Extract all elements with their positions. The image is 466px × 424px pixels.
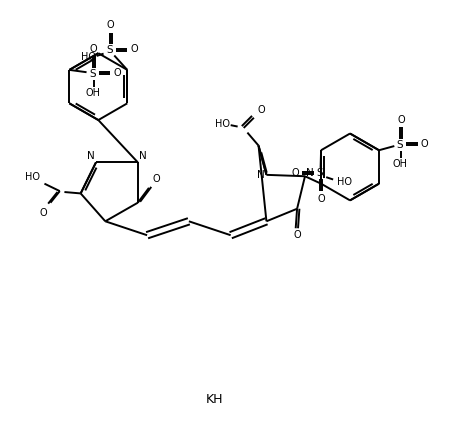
Text: OH: OH xyxy=(85,88,100,98)
Text: S: S xyxy=(317,168,323,179)
Text: O: O xyxy=(39,208,47,218)
Text: N: N xyxy=(138,151,146,161)
Text: O: O xyxy=(152,173,160,184)
Text: S: S xyxy=(89,69,96,78)
Text: HO: HO xyxy=(81,52,96,62)
Text: O: O xyxy=(89,44,97,53)
Text: O: O xyxy=(397,114,404,125)
Text: HO: HO xyxy=(215,119,230,129)
Text: S: S xyxy=(397,139,403,150)
Text: N: N xyxy=(87,151,94,161)
Text: O: O xyxy=(107,20,114,30)
Text: KH: KH xyxy=(206,393,223,406)
Text: O: O xyxy=(317,193,325,204)
Text: N: N xyxy=(306,167,314,178)
Text: S: S xyxy=(106,45,113,56)
Text: N: N xyxy=(257,170,265,180)
Text: OH: OH xyxy=(392,159,407,169)
Text: O: O xyxy=(113,68,121,78)
Text: O: O xyxy=(291,168,299,178)
Text: O: O xyxy=(258,105,265,115)
Text: HO: HO xyxy=(25,172,41,182)
Text: O: O xyxy=(294,230,302,240)
Text: HO: HO xyxy=(337,177,352,187)
Text: O: O xyxy=(421,139,428,149)
Text: O: O xyxy=(130,45,138,54)
